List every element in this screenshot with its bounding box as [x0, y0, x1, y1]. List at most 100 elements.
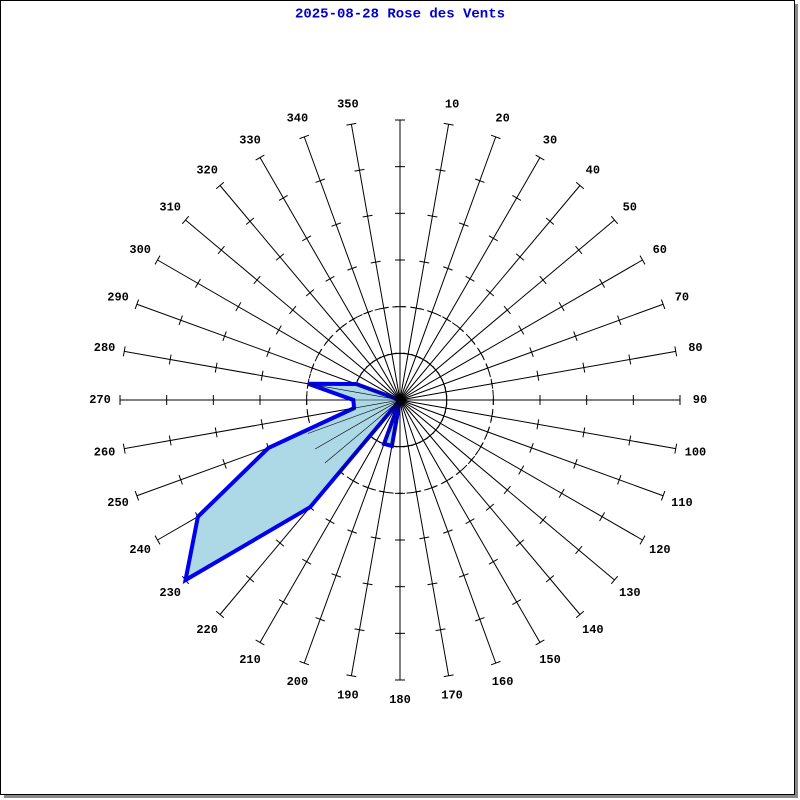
- axis-line-overlay: [399, 303, 418, 401]
- tick-mark: [545, 575, 555, 583]
- tick-mark: [465, 518, 475, 525]
- direction-label: 50: [623, 200, 637, 214]
- axis-line-overlay: [399, 399, 476, 464]
- tick-mark: [628, 354, 632, 365]
- tick-mark: [610, 575, 619, 585]
- tick-mark: [222, 331, 227, 342]
- direction-label: 200: [287, 675, 309, 689]
- direction-label: 220: [196, 623, 218, 637]
- tick-mark: [575, 181, 585, 190]
- tick-mark: [660, 490, 666, 501]
- direction-label: 310: [159, 200, 181, 214]
- tick-mark: [325, 518, 335, 525]
- axis-line-overlay: [399, 366, 493, 401]
- tick-mark: [474, 617, 485, 622]
- tick-mark: [558, 302, 565, 312]
- tick-mark: [529, 347, 534, 357]
- direction-label: 70: [675, 291, 689, 305]
- tick-mark: [582, 362, 586, 373]
- axis-line-overlay: [314, 350, 401, 401]
- tick-mark: [122, 346, 126, 357]
- tick-mark: [253, 275, 261, 285]
- direction-label: 350: [337, 98, 359, 112]
- axis-line-overlay: [399, 324, 464, 401]
- direction-label: 280: [94, 341, 116, 355]
- tick-mark: [558, 488, 565, 498]
- shadow: [4, 795, 798, 798]
- axis-line-overlay: [336, 324, 401, 401]
- axis-line-overlay: [399, 307, 434, 401]
- tick-mark: [302, 558, 312, 565]
- axis-line-overlay: [399, 399, 434, 493]
- direction-label: 40: [586, 163, 600, 177]
- tick-mark: [485, 289, 495, 297]
- tick-mark: [214, 427, 218, 438]
- tick-mark: [245, 575, 255, 583]
- tick-mark: [260, 370, 264, 381]
- tick-mark: [168, 354, 172, 365]
- tick-mark: [178, 315, 183, 326]
- direction-label: 100: [685, 445, 707, 459]
- tick-mark: [536, 419, 540, 430]
- axis-line-overlay: [399, 399, 450, 486]
- tick-mark: [299, 660, 310, 666]
- tick-mark: [503, 305, 511, 315]
- tick-mark: [458, 222, 469, 227]
- tick-mark: [443, 674, 454, 678]
- tick-mark: [599, 278, 606, 288]
- tick-mark: [617, 315, 622, 326]
- tick-mark: [289, 305, 297, 315]
- tick-mark: [178, 474, 183, 485]
- tick-mark: [674, 346, 678, 357]
- tick-mark: [490, 660, 501, 666]
- chart-title: 2025-08-28 Rose des Vents: [295, 7, 505, 23]
- tick-mark: [354, 628, 365, 632]
- tick-mark: [315, 617, 326, 622]
- direction-label: 20: [495, 111, 509, 125]
- tick-mark: [235, 302, 242, 312]
- tick-mark: [639, 255, 646, 265]
- axis-line-overlay: [366, 307, 401, 401]
- direction-label: 230: [159, 586, 181, 600]
- shadow: [795, 4, 798, 798]
- axis-line-overlay: [399, 399, 486, 450]
- tick-mark: [302, 235, 312, 242]
- axis-line-overlay: [303, 399, 401, 418]
- tick-mark: [536, 370, 540, 381]
- tick-mark: [305, 289, 315, 297]
- tick-mark: [181, 215, 190, 225]
- tick-mark: [435, 628, 446, 632]
- tick-mark: [215, 181, 225, 190]
- tick-mark: [573, 458, 578, 469]
- tick-mark: [331, 573, 342, 578]
- direction-label: 160: [492, 675, 514, 689]
- tick-mark: [617, 474, 622, 485]
- direction-label: 10: [445, 98, 459, 112]
- direction-label: 90: [693, 393, 707, 407]
- tick-mark: [194, 278, 201, 288]
- tick-mark: [529, 443, 534, 453]
- direction-label: 130: [619, 586, 641, 600]
- tick-mark: [575, 610, 585, 619]
- direction-label: 270: [89, 393, 111, 407]
- axis-line-overlay: [399, 382, 497, 401]
- tick-mark: [275, 253, 285, 261]
- tick-mark: [134, 490, 140, 501]
- tick-mark: [325, 275, 335, 282]
- axis-line-overlay: [399, 350, 486, 401]
- direction-label: 140: [582, 623, 604, 637]
- axis-line-overlay: [366, 399, 401, 493]
- tick-mark: [347, 266, 357, 271]
- tick-mark: [419, 536, 430, 540]
- direction-label: 250: [107, 496, 129, 510]
- tick-mark: [458, 573, 469, 578]
- tick-mark: [122, 443, 126, 454]
- tick-mark: [628, 435, 632, 446]
- tick-mark: [278, 599, 288, 606]
- tick-mark: [347, 529, 357, 534]
- tick-mark: [168, 435, 172, 446]
- tick-mark: [346, 674, 357, 678]
- direction-label: 30: [543, 133, 557, 147]
- tick-mark: [573, 331, 578, 342]
